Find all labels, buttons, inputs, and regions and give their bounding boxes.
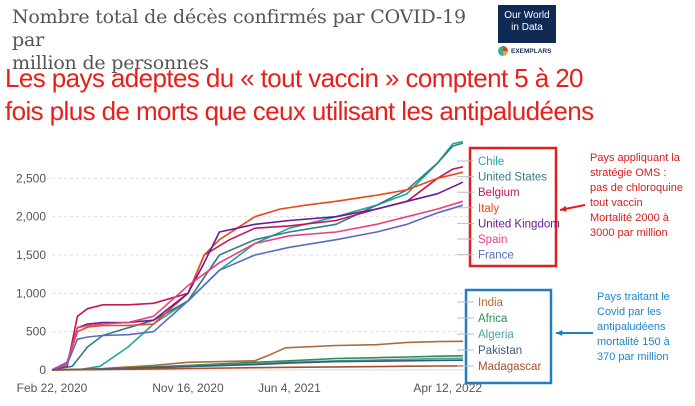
- legend-group-box: [468, 146, 558, 268]
- arrow-head-icon: [556, 330, 563, 336]
- legend-label: Spain: [478, 234, 507, 246]
- legend-label: France: [478, 250, 514, 262]
- owid-logo-box: Our World in Data: [498, 5, 556, 43]
- who-group-annotation: Pays appliquant la stratégie OMS : pas d…: [590, 151, 695, 241]
- chart-title: Nombre total de décès confirmés par COVI…: [12, 6, 482, 75]
- x-tick-label: Feb 22, 2020: [17, 381, 88, 395]
- series-line: [51, 171, 464, 371]
- legend-group-box: [464, 288, 553, 385]
- legend-label: Chile: [478, 156, 504, 168]
- y-tick-label: 1,500: [16, 248, 46, 262]
- series-line: [51, 142, 464, 371]
- legend-label: United Kingdom: [478, 218, 560, 230]
- annotation-line: Mortalité 2000 à: [590, 212, 669, 224]
- legend-label: Pakistan: [478, 345, 522, 357]
- annotation-line: 370 par million: [597, 351, 669, 363]
- series-line: [51, 200, 464, 371]
- x-tick-label: Nov 16, 2020: [152, 381, 224, 395]
- series-line: [51, 204, 464, 371]
- series-line: [51, 359, 463, 371]
- series-line: [51, 365, 463, 371]
- legend-label: Italy: [478, 203, 499, 215]
- chart-title-line: Nombre total de décès confirmés par COVI…: [12, 6, 466, 51]
- annotation-line: antipaludéens: [597, 321, 666, 333]
- chart-title-line: million de personnes: [12, 52, 209, 74]
- x-tick-label: Apr 12, 2022: [413, 381, 482, 395]
- y-tick-label: 500: [26, 325, 46, 339]
- legend-label: Africa: [478, 313, 508, 325]
- series-line: [51, 166, 464, 371]
- annotation-line: Pays traitant le: [597, 291, 670, 303]
- headline-line: fois plus de morts que ceux utilisant le…: [5, 96, 594, 126]
- exemplars-dot-icon: [498, 46, 508, 56]
- series-line: [51, 340, 463, 371]
- logo-line: in Data: [511, 22, 543, 33]
- series-line: [51, 181, 464, 371]
- logo-line: Our World: [504, 10, 550, 21]
- y-tick-label: 1,000: [16, 286, 46, 300]
- headline: Les pays adeptes du « tout vaccin » comp…: [5, 62, 695, 128]
- y-tick-label: 2,500: [16, 171, 46, 185]
- x-tick-label: Jun 4, 2021: [258, 381, 321, 395]
- owid-logo: Our World in Data EXEMPLARS: [498, 5, 556, 60]
- annotation-line: Pays appliquant la: [590, 152, 680, 164]
- y-tick-label: 0: [39, 363, 46, 377]
- annotation-line: tout vaccin: [590, 197, 643, 209]
- annotation-line: mortalité 150 à: [597, 336, 670, 348]
- annotation-line: pas de chloroquine: [590, 182, 683, 194]
- exemplars-label: EXEMPLARS: [511, 47, 552, 55]
- legend-label: Belgium: [478, 187, 520, 199]
- antimalarial-group-annotation: Pays traitant le Covid par les antipalud…: [597, 290, 695, 365]
- headline-line: Les pays adeptes du « tout vaccin » comp…: [5, 63, 584, 93]
- legend-label: Algeria: [478, 329, 514, 341]
- legend-label: India: [478, 297, 504, 309]
- annotation-line: stratégie OMS :: [590, 167, 667, 179]
- y-tick-label: 2,000: [16, 210, 46, 224]
- exemplars-logo: EXEMPLARS: [498, 46, 556, 56]
- arrow-head-icon: [560, 205, 567, 212]
- annotation-line: Covid par les: [597, 306, 662, 318]
- legend-label: United States: [478, 172, 547, 184]
- legend-label: Madagascar: [478, 361, 541, 373]
- annotation-line: 3000 par million: [590, 227, 668, 239]
